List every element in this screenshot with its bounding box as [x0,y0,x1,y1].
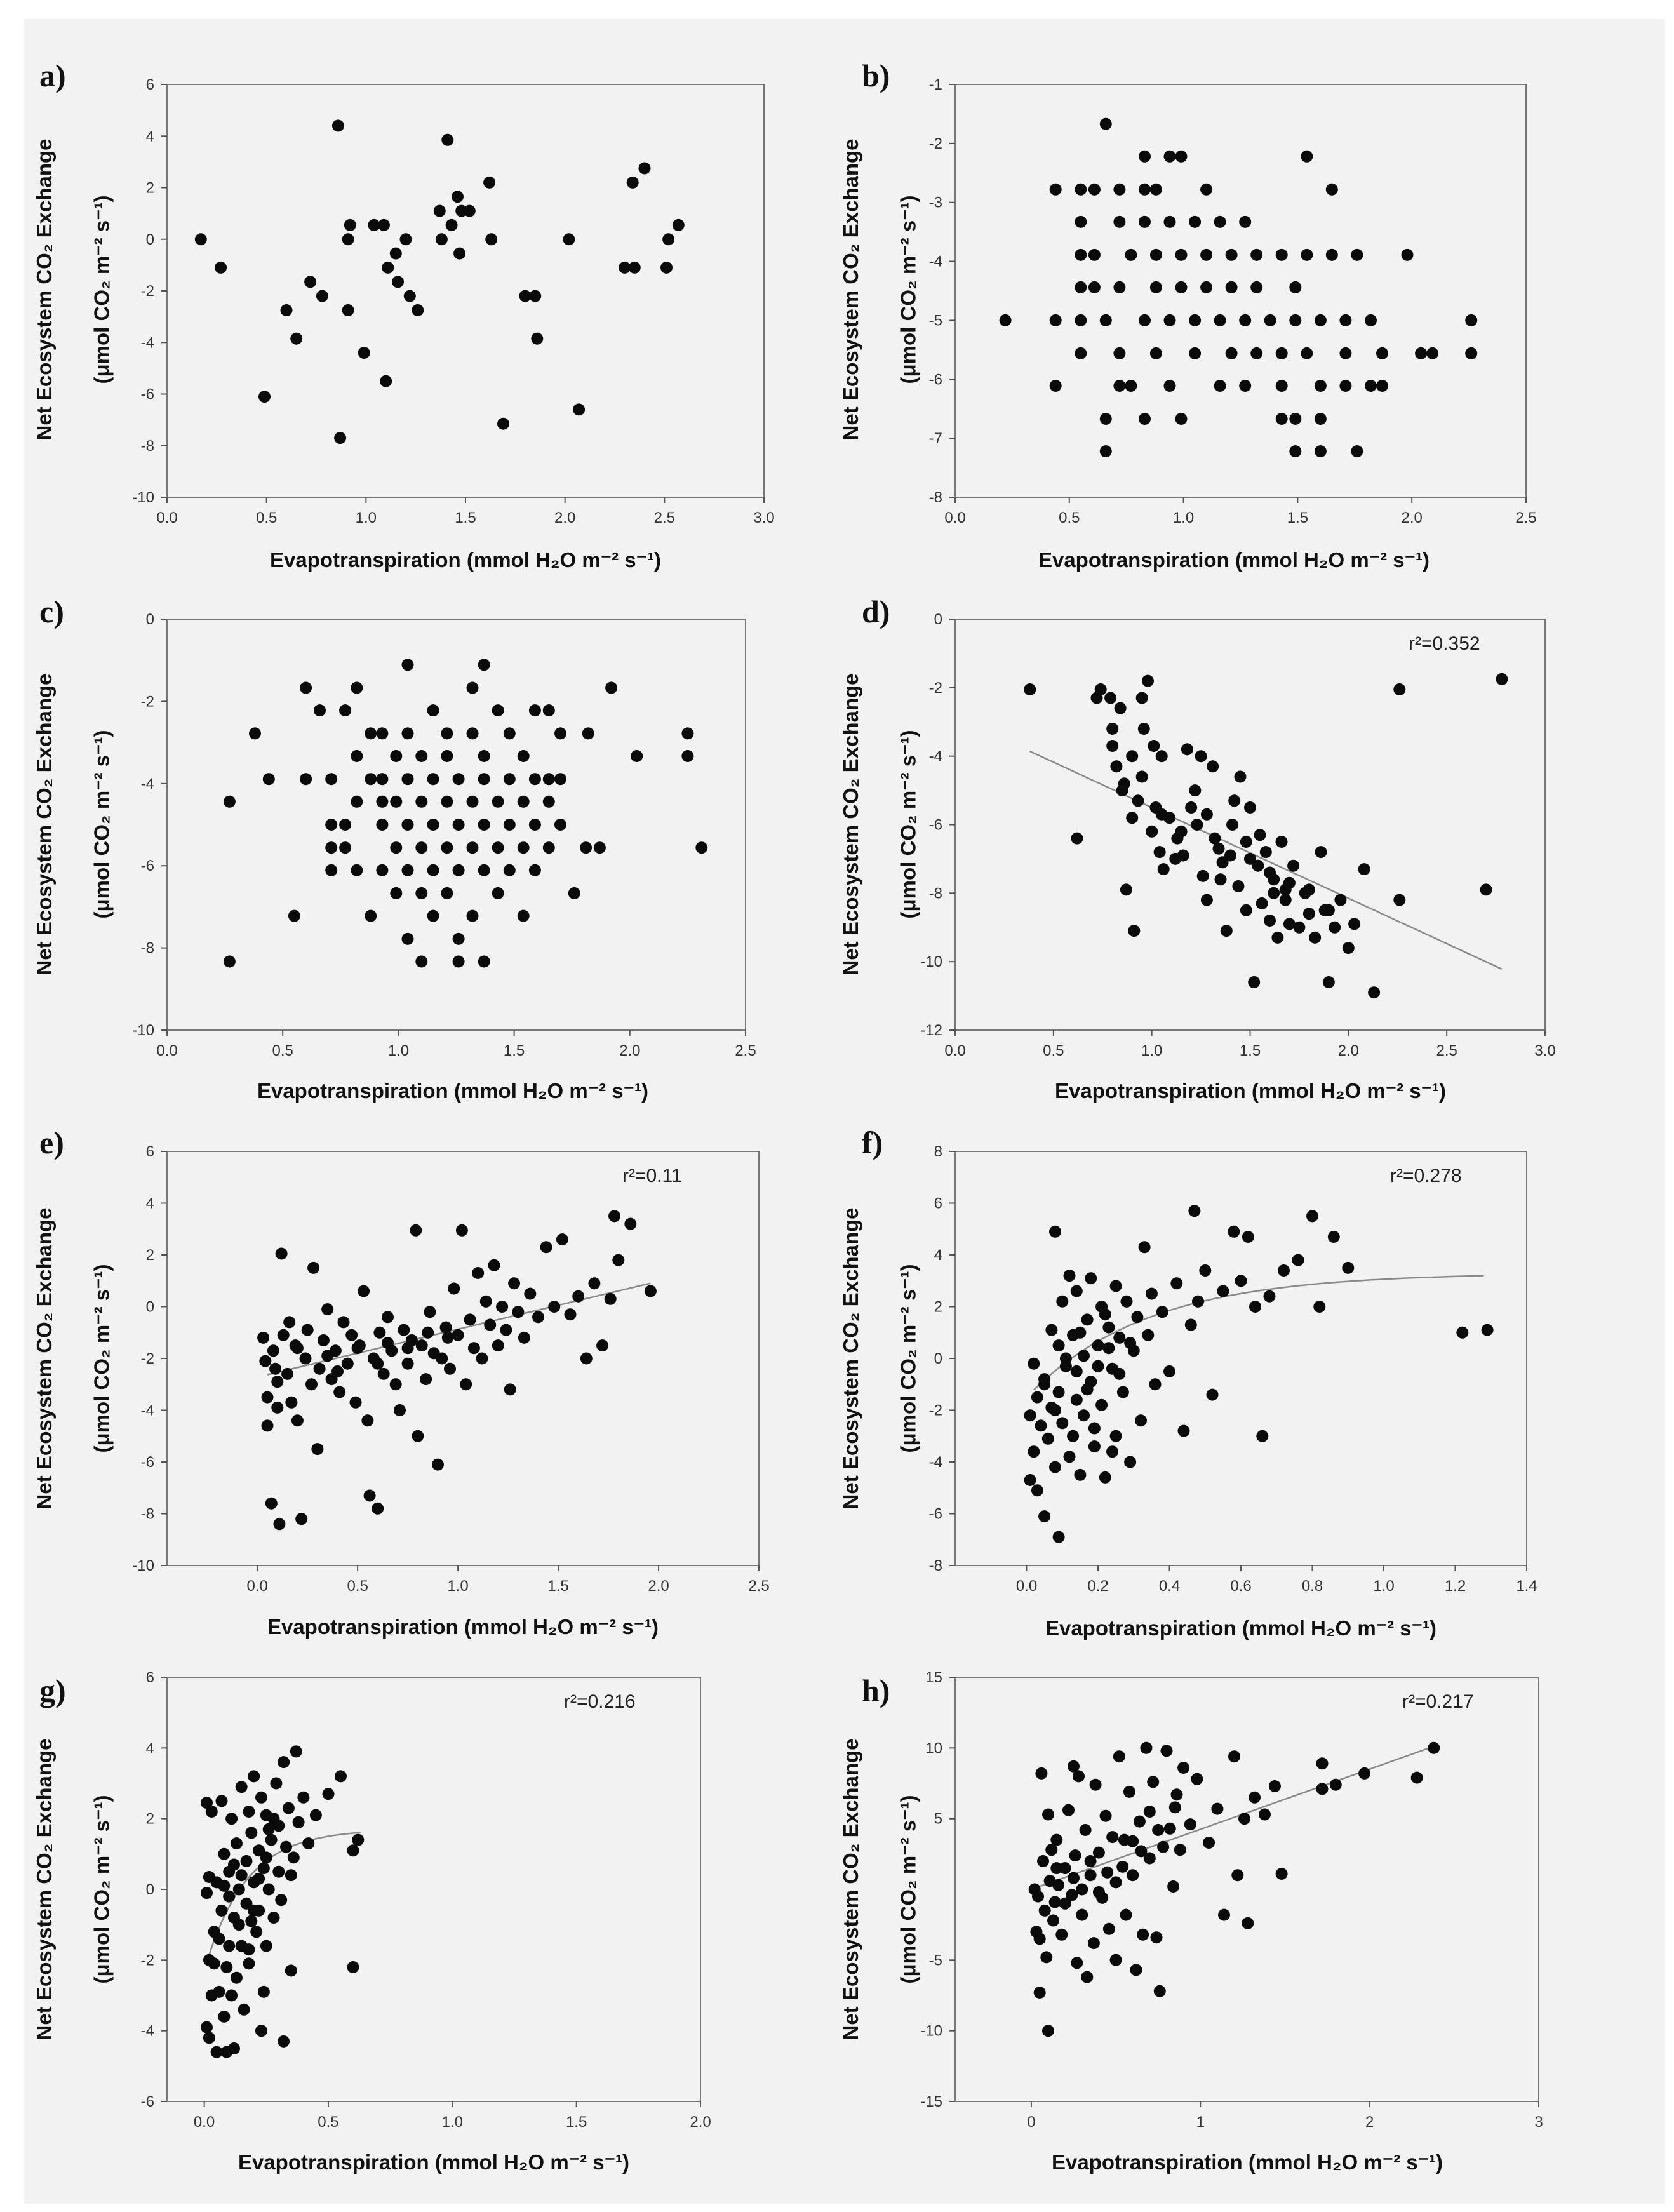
panel-letter-b: b) [862,58,890,93]
x-axis-label: Evapotranspiration (mmol H₂O m⁻² s⁻¹) [1054,1079,1447,1103]
panel-letter-a: a) [39,58,66,93]
y-axis-label: Net Ecosystem CO₂ Exchange [839,1738,862,2041]
y-axis-label: Net Ecosystem CO₂ Exchange [32,673,56,975]
x-axis-label: Evapotranspiration (mmol H₂O m⁻² s⁻¹) [238,2150,630,2174]
panel-letter-d: d) [862,594,890,629]
panel-letter-f: f) [862,1125,883,1160]
y-axis-units: (μmol CO₂ m⁻² s⁻¹) [896,730,920,919]
r-squared-label: r²=0.217 [1402,1691,1474,1712]
x-axis-label: Evapotranspiration (mmol H₂O m⁻² s⁻¹) [1045,1616,1437,1640]
r-squared-label: r²=0.352 [1409,633,1480,654]
panel-letter-g: g) [39,1673,66,1708]
y-axis-units: (μmol CO₂ m⁻² s⁻¹) [90,1264,114,1453]
y-axis-label: Net Ecosystem CO₂ Exchange [32,1738,56,2041]
y-axis-label: Net Ecosystem CO₂ Exchange [839,138,862,441]
y-axis-units: (μmol CO₂ m⁻² s⁻¹) [90,730,114,919]
x-axis-label: Evapotranspiration (mmol H₂O m⁻² s⁻¹) [257,1079,649,1103]
y-axis-units: (μmol CO₂ m⁻² s⁻¹) [896,1264,920,1453]
r-squared-label: r²=0.216 [564,1691,636,1712]
x-axis-label: Evapotranspiration (mmol H₂O m⁻² s⁻¹) [269,548,662,572]
x-axis-label: Evapotranspiration (mmol H₂O m⁻² s⁻¹) [267,1615,659,1639]
y-axis-label: Net Ecosystem CO₂ Exchange [32,1207,56,1510]
y-axis-units: (μmol CO₂ m⁻² s⁻¹) [896,1795,920,1984]
y-axis-label: Net Ecosystem CO₂ Exchange [839,1207,862,1510]
y-axis-label: Net Ecosystem CO₂ Exchange [839,673,862,975]
r-squared-label: r²=0.278 [1390,1165,1462,1186]
y-axis-label: Net Ecosystem CO₂ Exchange [32,138,56,441]
y-axis-units: (μmol CO₂ m⁻² s⁻¹) [90,195,114,384]
panel-letter-e: e) [39,1125,64,1160]
panel-letter-c: c) [39,594,64,629]
panel-letter-h: h) [862,1673,890,1708]
x-axis-label: Evapotranspiration (mmol H₂O m⁻² s⁻¹) [1051,2150,1443,2174]
y-axis-units: (μmol CO₂ m⁻² s⁻¹) [90,1795,114,1984]
x-axis-label: Evapotranspiration (mmol H₂O m⁻² s⁻¹) [1038,548,1430,572]
r-squared-label: r²=0.11 [622,1165,682,1186]
y-axis-units: (μmol CO₂ m⁻² s⁻¹) [896,195,920,384]
